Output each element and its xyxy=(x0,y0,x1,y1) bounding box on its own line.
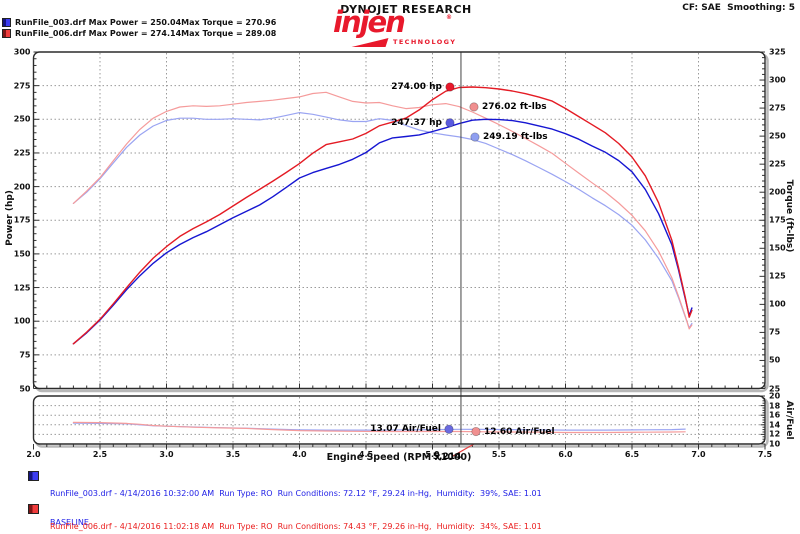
legend-row-runfile-006: RunFile_006.drf Max Power = 274.14 Max T… xyxy=(2,28,276,38)
run-003-color-chip xyxy=(2,17,11,27)
injen-logo-text: injen xyxy=(333,5,406,39)
curve-runfile-006-torque-ft-lbs- xyxy=(72,91,693,330)
cursor-rpm-readout: 5,214 xyxy=(432,452,462,462)
airfuel-plot-area[interactable] xyxy=(33,396,766,444)
bottom-legend-run-006: RunFile_006.drf - 4/14/2016 11:02:18 AM … xyxy=(28,503,542,534)
injen-logo: injen ® TECHNOLOGY xyxy=(333,7,473,49)
cursor-value-dot xyxy=(445,118,455,128)
correction-smoothing-info: CF: SAE Smoothing: 5 xyxy=(682,3,795,13)
curve-runfile-003-power-hp- xyxy=(72,118,693,345)
cursor-value-dot xyxy=(470,132,480,142)
run-003-note: BASELINE xyxy=(50,517,89,527)
registered-mark: ® xyxy=(446,14,452,21)
cursor-pointer-line xyxy=(452,443,475,457)
cursor-value-dot xyxy=(445,82,455,92)
x-axis-title: Engine Speed (RPM x1000) xyxy=(326,452,472,463)
run-006-max-torque: Max Torque = 289.08 xyxy=(181,28,277,38)
airfuel-axis-title: Air/Fuel xyxy=(784,400,794,440)
run-006-max-power: RunFile_006.drf Max Power = 274.14 xyxy=(15,28,182,38)
airfuel-frame xyxy=(32,395,766,445)
run-003-color-chip-large xyxy=(28,471,39,481)
legend-row-runfile-003: RunFile_003.drf Max Power = 250.04 Max T… xyxy=(2,17,276,27)
power-axis-title: Power (hp) xyxy=(5,190,15,246)
cursor-value-dot xyxy=(469,102,479,112)
main-frame xyxy=(32,51,766,390)
run-003-max-power: RunFile_003.drf Max Power = 250.04 xyxy=(15,17,182,27)
run-006-details: RunFile_006.drf - 4/14/2016 11:02:18 AM … xyxy=(50,503,542,534)
page-title: DYNOJET RESEARCH xyxy=(340,3,472,16)
run-006-color-chip-large xyxy=(28,504,39,514)
cursor-value-dot xyxy=(444,424,454,434)
cursor-value-dot xyxy=(471,426,481,437)
run-003-details: RunFile_003.drf - 4/14/2016 10:32:00 AM … xyxy=(50,470,542,534)
bottom-legend-run-003: RunFile_003.drf - 4/14/2016 10:32:00 AM … xyxy=(28,470,542,534)
run-003-max-torque: Max Torque = 270.96 xyxy=(181,17,277,27)
curve-runfile-006-power-hp- xyxy=(72,86,693,345)
run-003-conditions: RunFile_003.drf - 4/14/2016 10:32:00 AM … xyxy=(50,489,542,498)
curve-runfile-006-air-fuel xyxy=(72,421,686,434)
run-006-color-chip xyxy=(2,28,11,38)
curve-runfile-003-torque-ft-lbs- xyxy=(72,111,693,329)
injen-logo-tagline: TECHNOLOGY xyxy=(393,38,457,46)
torque-axis-title: Torque (ft-lbs) xyxy=(784,179,794,253)
run-006-conditions: RunFile_006.drf - 4/14/2016 11:02:18 AM … xyxy=(50,522,542,531)
run-summary-legend: RunFile_003.drf Max Power = 250.04 Max T… xyxy=(2,17,276,39)
